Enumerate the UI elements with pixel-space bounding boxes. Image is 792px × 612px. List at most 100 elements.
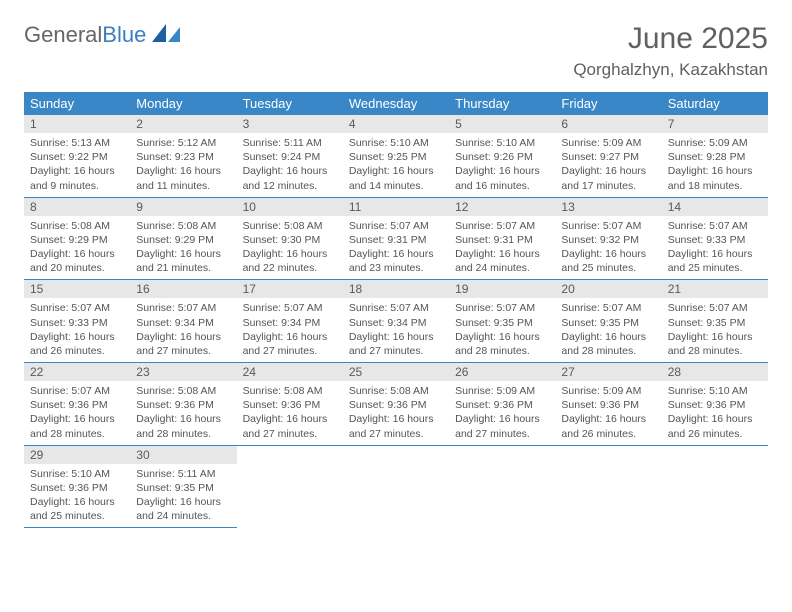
- daylight-text: Daylight: 16 hours and 17 minutes.: [561, 164, 655, 192]
- day-number: 16: [130, 280, 236, 298]
- day-content: Sunrise: 5:08 AMSunset: 9:29 PMDaylight:…: [130, 216, 236, 280]
- day-content: Sunrise: 5:07 AMSunset: 9:33 PMDaylight:…: [662, 216, 768, 280]
- day-content: Sunrise: 5:08 AMSunset: 9:36 PMDaylight:…: [130, 381, 236, 445]
- daylight-text: Daylight: 16 hours and 27 minutes.: [243, 412, 337, 440]
- calendar-day: 23Sunrise: 5:08 AMSunset: 9:36 PMDayligh…: [130, 363, 236, 446]
- day-number: 9: [130, 198, 236, 216]
- day-content: Sunrise: 5:07 AMSunset: 9:34 PMDaylight:…: [130, 298, 236, 362]
- calendar-day: 18Sunrise: 5:07 AMSunset: 9:34 PMDayligh…: [343, 280, 449, 363]
- calendar-day: 7Sunrise: 5:09 AMSunset: 9:28 PMDaylight…: [662, 115, 768, 197]
- sunset-text: Sunset: 9:32 PM: [561, 233, 655, 247]
- day-content: Sunrise: 5:09 AMSunset: 9:27 PMDaylight:…: [555, 133, 661, 197]
- calendar-week: 29Sunrise: 5:10 AMSunset: 9:36 PMDayligh…: [24, 445, 768, 528]
- sunset-text: Sunset: 9:24 PM: [243, 150, 337, 164]
- sunset-text: Sunset: 9:33 PM: [30, 316, 124, 330]
- daylight-text: Daylight: 16 hours and 28 minutes.: [455, 330, 549, 358]
- sunrise-text: Sunrise: 5:10 AM: [455, 136, 549, 150]
- daylight-text: Daylight: 16 hours and 28 minutes.: [136, 412, 230, 440]
- sunrise-text: Sunrise: 5:07 AM: [668, 219, 762, 233]
- day-number: 3: [237, 115, 343, 133]
- day-number: 23: [130, 363, 236, 381]
- day-number: 2: [130, 115, 236, 133]
- weekday-header: Monday: [130, 92, 236, 115]
- day-number: 1: [24, 115, 130, 133]
- sunrise-text: Sunrise: 5:09 AM: [561, 136, 655, 150]
- daylight-text: Daylight: 16 hours and 23 minutes.: [349, 247, 443, 275]
- sunset-text: Sunset: 9:31 PM: [349, 233, 443, 247]
- sunset-text: Sunset: 9:36 PM: [349, 398, 443, 412]
- calendar-day: 25Sunrise: 5:08 AMSunset: 9:36 PMDayligh…: [343, 363, 449, 446]
- sunset-text: Sunset: 9:36 PM: [30, 481, 124, 495]
- sunrise-text: Sunrise: 5:10 AM: [349, 136, 443, 150]
- day-number: 7: [662, 115, 768, 133]
- calendar-day: 29Sunrise: 5:10 AMSunset: 9:36 PMDayligh…: [24, 445, 130, 528]
- sunset-text: Sunset: 9:27 PM: [561, 150, 655, 164]
- sunrise-text: Sunrise: 5:07 AM: [349, 301, 443, 315]
- daylight-text: Daylight: 16 hours and 25 minutes.: [668, 247, 762, 275]
- sunset-text: Sunset: 9:35 PM: [668, 316, 762, 330]
- daylight-text: Daylight: 16 hours and 27 minutes.: [136, 330, 230, 358]
- daylight-text: Daylight: 16 hours and 24 minutes.: [136, 495, 230, 523]
- calendar-empty: [237, 445, 343, 528]
- day-number: 18: [343, 280, 449, 298]
- daylight-text: Daylight: 16 hours and 9 minutes.: [30, 164, 124, 192]
- sunset-text: Sunset: 9:36 PM: [455, 398, 549, 412]
- sunrise-text: Sunrise: 5:08 AM: [30, 219, 124, 233]
- logo-part1: General: [24, 22, 102, 47]
- daylight-text: Daylight: 16 hours and 28 minutes.: [561, 330, 655, 358]
- calendar-empty: [662, 445, 768, 528]
- logo: GeneralBlue: [24, 22, 180, 48]
- calendar-week: 22Sunrise: 5:07 AMSunset: 9:36 PMDayligh…: [24, 363, 768, 446]
- calendar-day: 14Sunrise: 5:07 AMSunset: 9:33 PMDayligh…: [662, 197, 768, 280]
- calendar-empty: [555, 445, 661, 528]
- calendar-week: 15Sunrise: 5:07 AMSunset: 9:33 PMDayligh…: [24, 280, 768, 363]
- calendar-empty: [343, 445, 449, 528]
- sunset-text: Sunset: 9:36 PM: [136, 398, 230, 412]
- daylight-text: Daylight: 16 hours and 24 minutes.: [455, 247, 549, 275]
- sunrise-text: Sunrise: 5:08 AM: [243, 384, 337, 398]
- calendar-day: 27Sunrise: 5:09 AMSunset: 9:36 PMDayligh…: [555, 363, 661, 446]
- calendar-day: 30Sunrise: 5:11 AMSunset: 9:35 PMDayligh…: [130, 445, 236, 528]
- logo-sail-icon: [152, 24, 180, 42]
- sunrise-text: Sunrise: 5:09 AM: [668, 136, 762, 150]
- sunset-text: Sunset: 9:22 PM: [30, 150, 124, 164]
- day-number: 12: [449, 198, 555, 216]
- sunrise-text: Sunrise: 5:10 AM: [668, 384, 762, 398]
- sunrise-text: Sunrise: 5:07 AM: [243, 301, 337, 315]
- calendar-day: 24Sunrise: 5:08 AMSunset: 9:36 PMDayligh…: [237, 363, 343, 446]
- daylight-text: Daylight: 16 hours and 25 minutes.: [561, 247, 655, 275]
- calendar-day: 12Sunrise: 5:07 AMSunset: 9:31 PMDayligh…: [449, 197, 555, 280]
- day-content: Sunrise: 5:07 AMSunset: 9:36 PMDaylight:…: [24, 381, 130, 445]
- calendar-head: SundayMondayTuesdayWednesdayThursdayFrid…: [24, 92, 768, 115]
- calendar-day: 5Sunrise: 5:10 AMSunset: 9:26 PMDaylight…: [449, 115, 555, 197]
- sunrise-text: Sunrise: 5:07 AM: [561, 301, 655, 315]
- calendar-day: 11Sunrise: 5:07 AMSunset: 9:31 PMDayligh…: [343, 197, 449, 280]
- sunset-text: Sunset: 9:35 PM: [455, 316, 549, 330]
- day-number: 22: [24, 363, 130, 381]
- sunrise-text: Sunrise: 5:07 AM: [349, 219, 443, 233]
- daylight-text: Daylight: 16 hours and 20 minutes.: [30, 247, 124, 275]
- day-content: Sunrise: 5:07 AMSunset: 9:34 PMDaylight:…: [343, 298, 449, 362]
- calendar-day: 8Sunrise: 5:08 AMSunset: 9:29 PMDaylight…: [24, 197, 130, 280]
- day-content: Sunrise: 5:09 AMSunset: 9:36 PMDaylight:…: [555, 381, 661, 445]
- weekday-header: Wednesday: [343, 92, 449, 115]
- sunrise-text: Sunrise: 5:07 AM: [30, 301, 124, 315]
- day-content: Sunrise: 5:13 AMSunset: 9:22 PMDaylight:…: [24, 133, 130, 197]
- weekday-header: Saturday: [662, 92, 768, 115]
- sunrise-text: Sunrise: 5:07 AM: [455, 219, 549, 233]
- sunrise-text: Sunrise: 5:08 AM: [136, 219, 230, 233]
- sunrise-text: Sunrise: 5:11 AM: [136, 467, 230, 481]
- day-number: 4: [343, 115, 449, 133]
- day-content: Sunrise: 5:08 AMSunset: 9:36 PMDaylight:…: [237, 381, 343, 445]
- sunrise-text: Sunrise: 5:11 AM: [243, 136, 337, 150]
- sunrise-text: Sunrise: 5:12 AM: [136, 136, 230, 150]
- daylight-text: Daylight: 16 hours and 22 minutes.: [243, 247, 337, 275]
- page-title: June 2025: [573, 22, 768, 56]
- calendar-empty: [449, 445, 555, 528]
- calendar-week: 1Sunrise: 5:13 AMSunset: 9:22 PMDaylight…: [24, 115, 768, 197]
- sunset-text: Sunset: 9:34 PM: [136, 316, 230, 330]
- day-number: 10: [237, 198, 343, 216]
- location-text: Qorghalzhyn, Kazakhstan: [573, 60, 768, 80]
- calendar-day: 15Sunrise: 5:07 AMSunset: 9:33 PMDayligh…: [24, 280, 130, 363]
- sunrise-text: Sunrise: 5:07 AM: [136, 301, 230, 315]
